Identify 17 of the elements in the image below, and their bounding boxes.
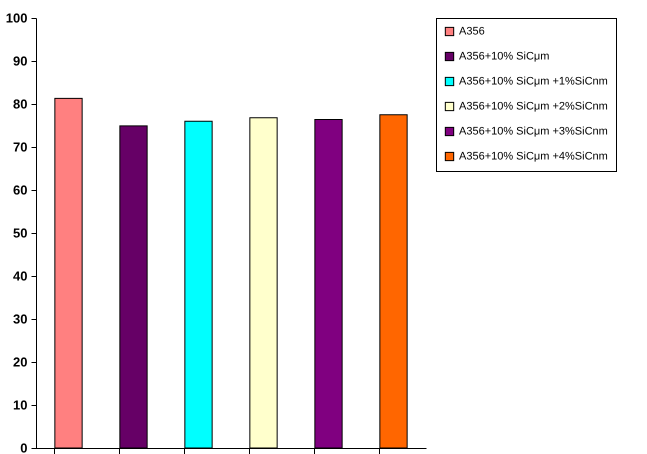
y-tick-label: 10 [13,398,28,412]
legend-label: A356+10% SiCμm +3%SiCnm [459,126,608,138]
y-tick-label: 80 [13,96,28,112]
legend-label: A356+10% SiCμm +4%SiCnm [459,150,608,162]
y-tick-label: 100 [6,10,28,26]
y-tick-label: 60 [13,182,28,198]
legend-label: A356 [459,26,485,38]
y-tick-label: 50 [13,226,28,240]
y-tick-label: 70 [13,140,28,154]
legend-label: A356+10% SiCμm +1%SiCnm [459,76,608,88]
y-tick-label: 90 [13,54,28,68]
y-tick-label: 40 [13,268,28,284]
y-tick-label: 30 [13,312,28,326]
y-tick-label: 0 [20,440,28,454]
legend-label: A356+10% SiCμm +2%SiCnm [459,100,608,112]
y-tick-label: 20 [13,354,28,370]
legend-label: A356+10% SiCμm [459,50,550,62]
